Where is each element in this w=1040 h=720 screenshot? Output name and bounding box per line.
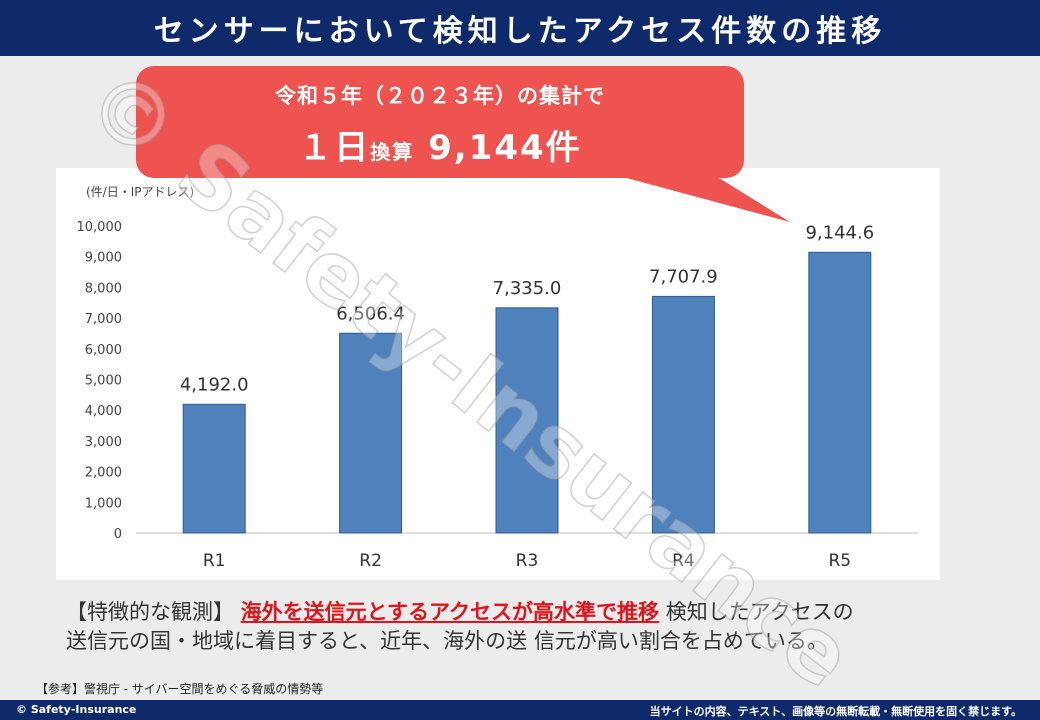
data-label: 7,335.0 — [493, 278, 562, 299]
x-tick-label: R1 — [203, 551, 226, 571]
x-tick-label: R2 — [359, 551, 382, 571]
bar — [495, 307, 559, 534]
bar-chart: (件/日・IPアドレス) 0 1,000 2,000 3,000 4,000 5,000 6,… — [77, 185, 918, 571]
y-tick-label: 5,000 — [85, 374, 122, 389]
y-tick-label: 4,000 — [85, 404, 122, 419]
y-tick-label: 9,000 — [85, 251, 122, 266]
observation-highlight: 海外を送信元とするアクセスが高水準で推移 — [240, 600, 660, 624]
x-tick-label: R4 — [672, 551, 695, 571]
y-tick-label: 1,000 — [85, 496, 122, 511]
bar — [339, 332, 403, 534]
callout-bubble: 令和５年（２０２３年）の集計で １日換算 9,144件 — [136, 66, 744, 178]
callout-line2: １日換算 9,144件 — [136, 120, 744, 169]
data-label: 7,707.9 — [649, 266, 718, 287]
chart-panel: (件/日・IPアドレス) 0 1,000 2,000 3,000 4,000 5,000 6,… — [56, 168, 940, 580]
footer-copyright: © Safety-Insurance — [16, 703, 137, 716]
bar — [651, 295, 715, 534]
data-label: 6,506.4 — [336, 303, 405, 324]
y-tick-label: 0 — [114, 527, 122, 542]
observation-text1: 検知したアクセスの — [665, 600, 854, 624]
y-tick-label: 6,000 — [85, 343, 122, 358]
y-tick-label: 2,000 — [85, 466, 122, 481]
page-title: センサーにおいて検知したアクセス件数の推移 — [153, 14, 887, 49]
observation-text: 【特徴的な観測】 海外を送信元とするアクセスが高水準で推移 検知したアクセスの … — [66, 598, 1006, 656]
callout-line2-a: １日 — [298, 128, 371, 168]
x-tick-label: R3 — [516, 551, 539, 571]
footer-notice: 当サイトの内容、テキスト、画像等の無断転載・無断使用を固く禁じます。 — [649, 705, 1022, 718]
x-tick-label: R5 — [828, 551, 851, 571]
observation-line2: 送信元の国・地域に着目すると、近年、海外の送 信元が高い割合を占めている。 — [66, 629, 828, 653]
footer: © Safety-Insurance 当サイトの内容、テキスト、画像等の無断転載… — [0, 700, 1040, 720]
observation-label: 【特徴的な観測】 — [66, 600, 234, 624]
callout-line2-b: 9,144件 — [414, 128, 582, 168]
data-label: 4,192.0 — [180, 374, 249, 395]
y-tick-label: 10,000 — [77, 220, 123, 235]
callout-line2-small: 換算 — [370, 140, 415, 164]
y-tick-label: 7,000 — [85, 312, 122, 327]
reference-note: 【参考】警視庁 - サイバー空間をめぐる脅威の情勢等 — [36, 682, 324, 696]
callout-line1: 令和５年（２０２３年）の集計で — [275, 84, 605, 108]
y-tick-label: 3,000 — [85, 435, 122, 450]
y-axis-label: (件/日・IPアドレス) — [86, 185, 194, 199]
bar — [808, 251, 872, 534]
data-label: 9,144.6 — [805, 222, 874, 243]
observation-line1: 【特徴的な観測】 海外を送信元とするアクセスが高水準で推移 検知したアクセスの — [66, 598, 1006, 627]
y-tick-label: 8,000 — [85, 281, 122, 296]
page-header: センサーにおいて検知したアクセス件数の推移 — [0, 0, 1040, 56]
bar — [182, 403, 246, 534]
